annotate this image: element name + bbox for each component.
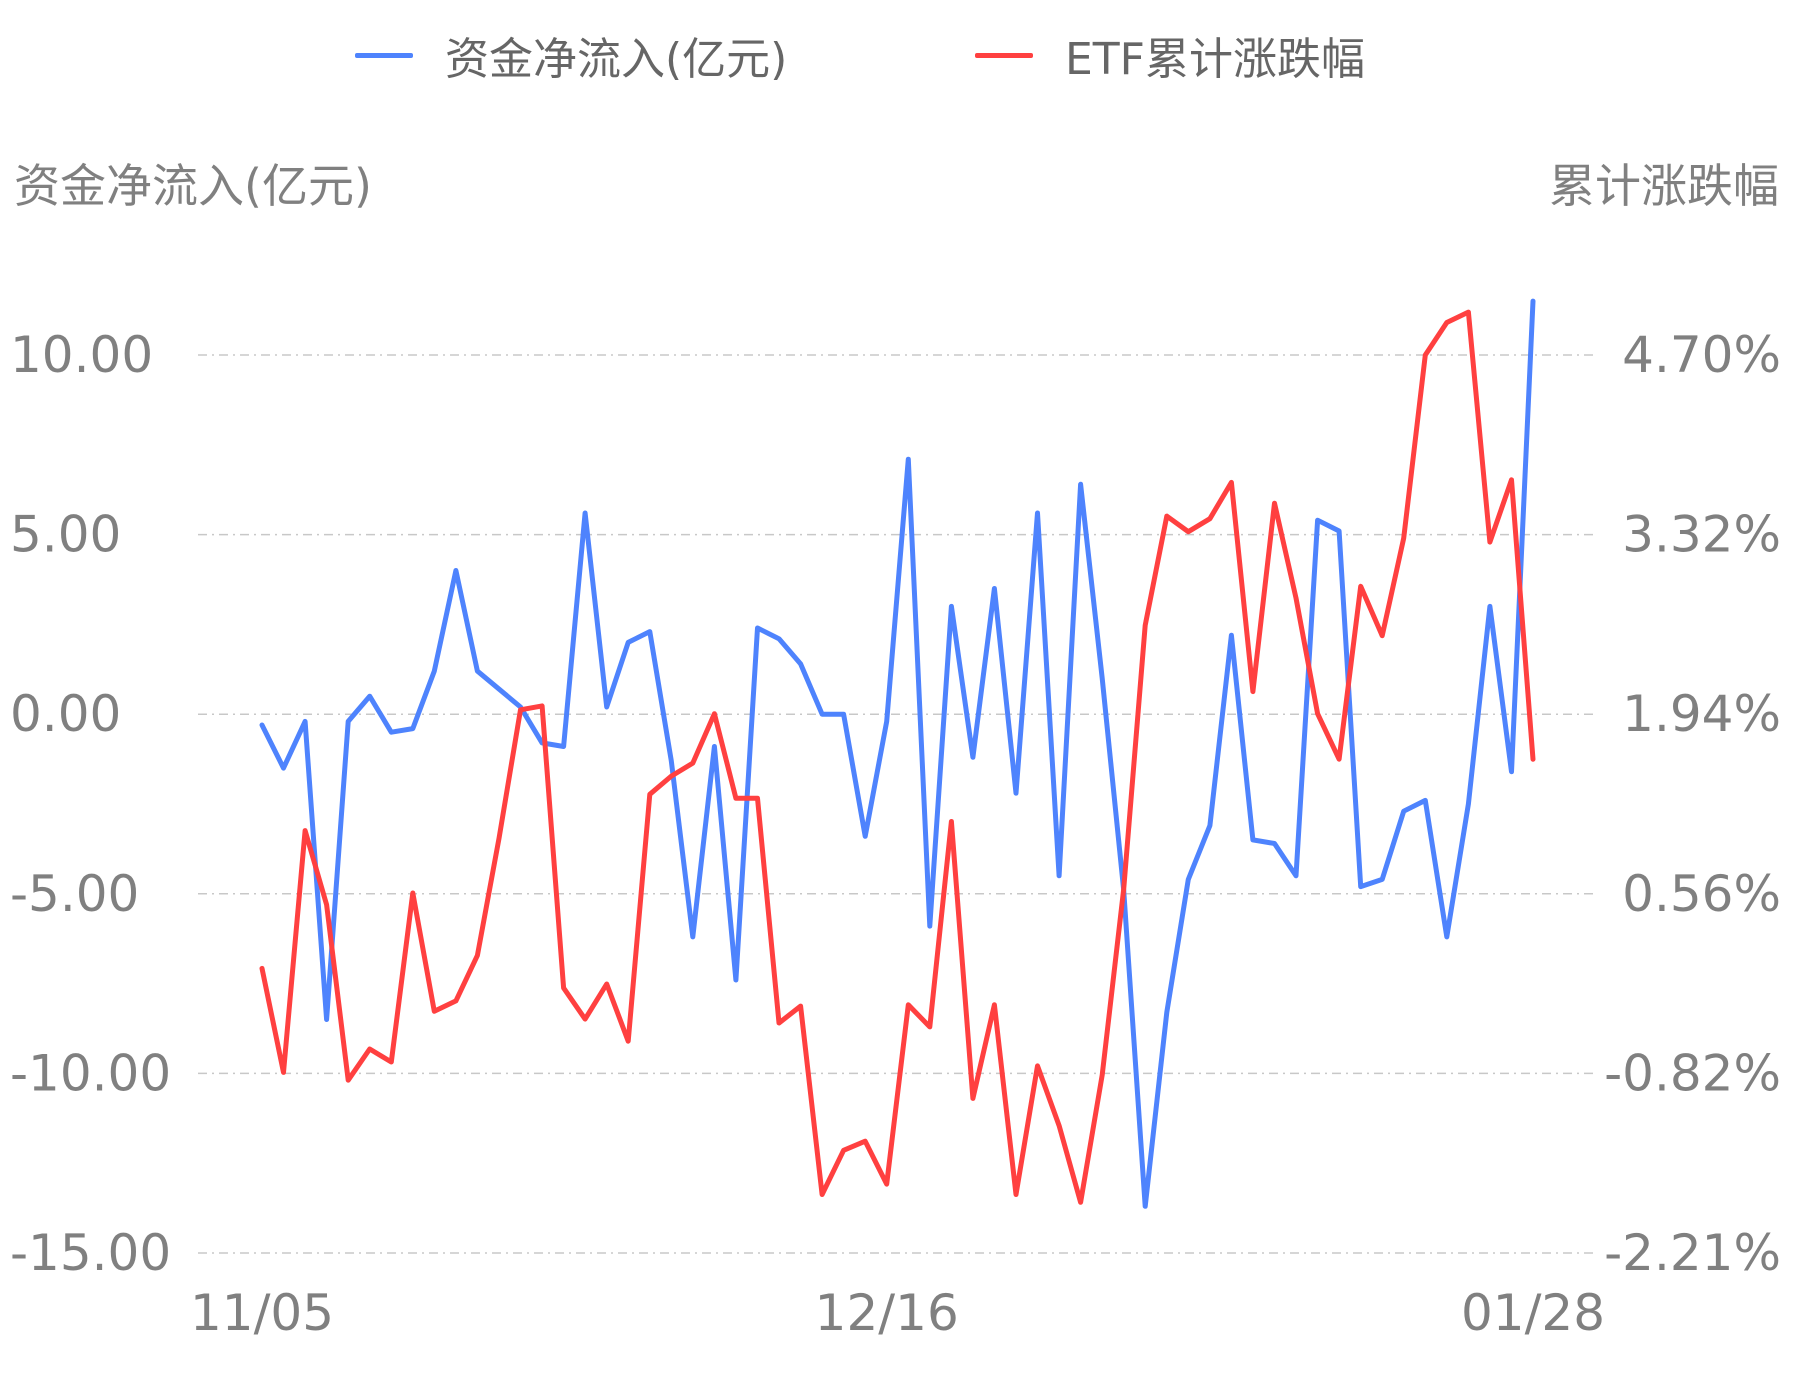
- right-axis-title: 累计涨跌幅: [1549, 159, 1779, 213]
- legend-item-net-inflow: 资金净流入(亿元): [355, 20, 787, 90]
- gridlines: [198, 354, 1597, 1254]
- x-tick-label: 12/16: [815, 1284, 959, 1342]
- series-line-etf-return: [259, 309, 1536, 1205]
- left-tick-label: -5.00: [10, 865, 139, 923]
- left-tick-label: -10.00: [10, 1044, 171, 1102]
- legend-label-net-inflow: 资金净流入(亿元): [445, 34, 788, 85]
- left-y-axis: 10.00 5.00 0.00 -5.00 -10.00 -15.00: [10, 326, 171, 1282]
- right-tick-label: 1.94%: [1622, 685, 1781, 743]
- left-axis-title: 资金净流入(亿元): [14, 159, 372, 213]
- x-tick-label: 01/28: [1461, 1284, 1605, 1342]
- legend-item-etf-return: ETF累计涨跌幅: [975, 20, 1365, 90]
- right-y-axis: 4.70% 3.32% 1.94% 0.56% -0.82% -2.21%: [1604, 326, 1781, 1282]
- right-tick-label: 4.70%: [1622, 326, 1781, 384]
- left-tick-label: -15.00: [10, 1224, 171, 1282]
- x-tick-label: 11/05: [190, 1284, 334, 1342]
- series-lines: [259, 298, 1536, 1209]
- legend-swatch-net-inflow: [355, 52, 413, 58]
- right-tick-label: -2.21%: [1604, 1224, 1781, 1282]
- right-tick-label: 3.32%: [1622, 506, 1781, 564]
- left-tick-label: 5.00: [10, 506, 121, 564]
- legend-swatch-etf-return: [975, 52, 1033, 58]
- left-tick-label: 0.00: [10, 685, 121, 743]
- right-tick-label: -0.82%: [1604, 1044, 1781, 1102]
- x-axis: 11/05 12/16 01/28: [190, 1284, 1605, 1342]
- series-line-net-inflow: [259, 298, 1536, 1209]
- legend-label-etf-return: ETF累计涨跌幅: [1065, 34, 1365, 85]
- right-tick-label: 0.56%: [1622, 865, 1781, 923]
- left-tick-label: 10.00: [10, 326, 153, 384]
